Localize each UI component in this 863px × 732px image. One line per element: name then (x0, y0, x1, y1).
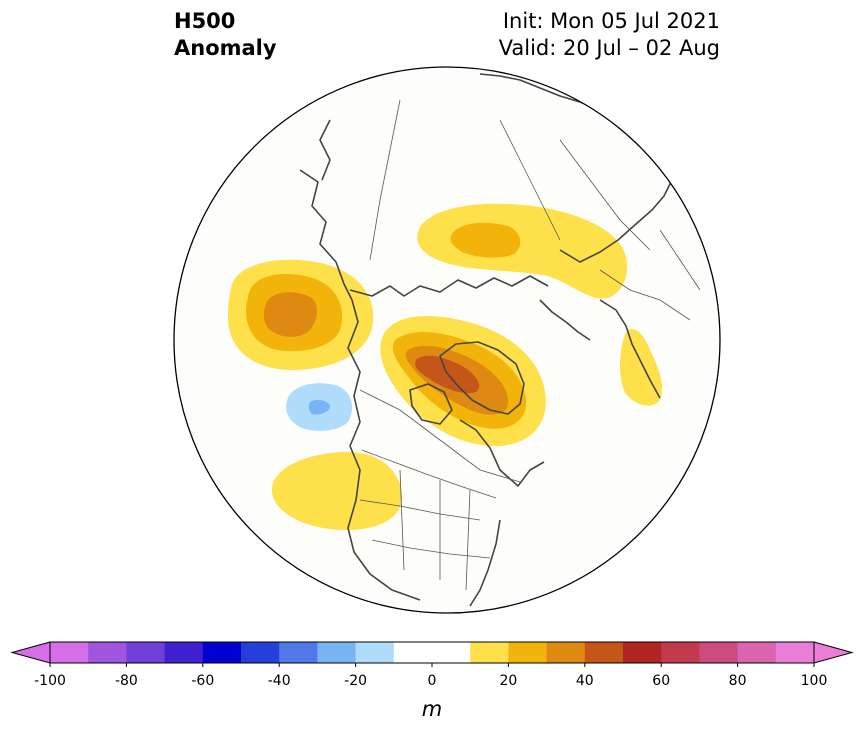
anomaly-contours (228, 73, 701, 607)
colorbar-tick-label: 20 (499, 673, 517, 689)
anomaly-western-europe (620, 329, 663, 406)
colorbar-tick-label: 40 (576, 673, 594, 689)
colorbar-extend-high (813, 641, 854, 664)
init-date-label: Init: Mon 05 Jul 2021 (502, 9, 720, 33)
colorbar-swatch (737, 642, 777, 663)
borders (359, 99, 701, 591)
colorbar-swatch (546, 642, 586, 663)
anomaly-us-west-coast (271, 451, 403, 530)
colorbar-swatch (164, 642, 204, 663)
colorbar-tick-label: -60 (191, 673, 214, 689)
anomaly-siberia (417, 203, 628, 299)
polar-map (173, 66, 721, 614)
anomaly-northeast-pacific-low (286, 383, 353, 431)
product-label: Anomaly (174, 36, 277, 60)
colorbar-tick-label: -40 (268, 673, 291, 689)
colorbar-swatch (50, 642, 89, 663)
colorbar-ticks: -100 -80 -60 -40 -20 0 20 40 60 80 100 (34, 663, 827, 689)
colorbar-swatch (508, 642, 548, 663)
colorbar-swatch (126, 642, 166, 663)
colorbar-swatch (241, 642, 280, 663)
variable-label: H500 (174, 9, 236, 33)
forecast-dates: Init: Mon 05 Jul 2021 Valid: 20 Jul – 02… (499, 8, 720, 62)
colorbar-extend-low (10, 641, 51, 664)
colorbar-tick-label: -100 (34, 673, 66, 689)
colorbar-tick-label: -20 (344, 673, 367, 689)
colorbar-tick-label: 0 (428, 673, 437, 689)
colorbar-swatch (88, 642, 127, 663)
colorbar-tick-label: 100 (801, 673, 828, 689)
colorbar-swatch (623, 642, 662, 663)
colorbar-unit-label: m (422, 697, 442, 721)
colorbar-swatch (470, 642, 509, 663)
colorbar: -100 -80 -60 -40 -20 0 20 40 60 80 100 m (10, 641, 854, 721)
colorbar-swatch (584, 642, 624, 663)
map-title: H500 Anomaly (174, 8, 277, 62)
valid-period-label: Valid: 20 Jul – 02 Aug (498, 36, 720, 60)
colorbar-swatch (317, 642, 357, 663)
colorbar-tick-label: 60 (652, 673, 670, 689)
colorbar-swatch (202, 642, 242, 663)
colorbar-swatches (10, 641, 854, 664)
colorbar-swatch (393, 642, 433, 663)
anomaly-north-pacific (228, 259, 374, 370)
colorbar-tick-label: 80 (729, 673, 747, 689)
colorbar-swatch (279, 642, 318, 663)
globe-boundary (173, 66, 721, 614)
colorbar-tick-label: -80 (115, 673, 138, 689)
colorbar-swatch (432, 642, 471, 663)
colorbar-swatch (355, 642, 395, 663)
colorbar-swatch (775, 642, 815, 663)
colorbar-swatch (661, 642, 700, 663)
colorbar-swatch (699, 642, 739, 663)
